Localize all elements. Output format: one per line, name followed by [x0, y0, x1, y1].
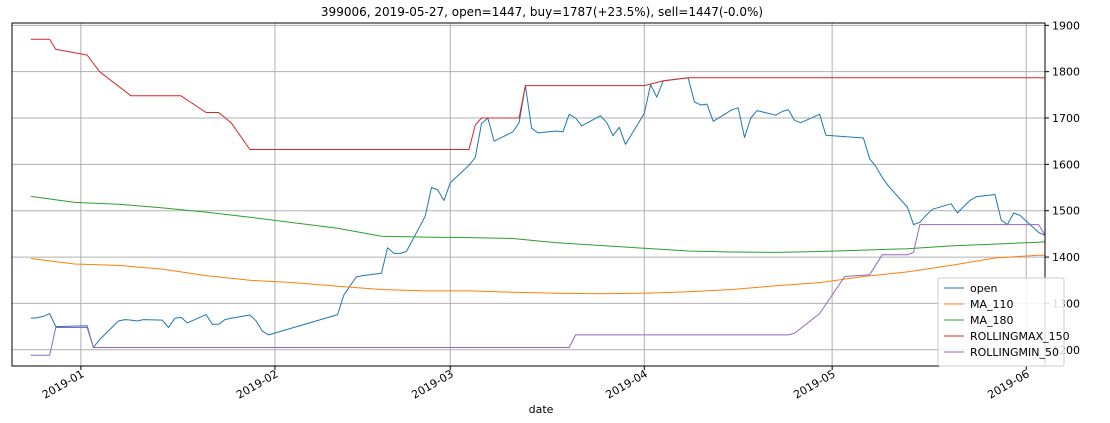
x-tick-label: 2019-05 [791, 367, 837, 401]
series-line-ma_110 [30, 254, 1045, 295]
legend-box [937, 277, 1065, 367]
legend-label: open [970, 282, 997, 295]
y-tick-label: 1800 [1052, 66, 1080, 79]
chart-title: 399006, 2019-05-27, open=1447, buy=1787(… [321, 5, 763, 19]
legend-label: ROLLINGMAX_150 [970, 330, 1070, 343]
y-tick-label: 1400 [1052, 251, 1080, 264]
legend: open MA_110 MA_180 ROLLINGMAX_150 ROLLINGMIN… [937, 277, 1070, 367]
y-tick-label: 1600 [1052, 158, 1080, 171]
series-line-ma_180 [30, 195, 1046, 253]
legend-label: MA_180 [970, 314, 1014, 327]
x-tick-label: 2019-01 [40, 367, 86, 401]
legend-label: ROLLINGMIN_50 [970, 346, 1059, 359]
x-tick-label: 2019-04 [604, 367, 650, 401]
x-tick-label: 2019-02 [234, 367, 280, 401]
series-line-rollingmax_150 [30, 38, 1045, 150]
legend-label: MA_110 [970, 298, 1014, 311]
plot-lines [30, 38, 1046, 356]
series-line-open [30, 77, 1046, 348]
y-tick-label: 1700 [1052, 112, 1080, 125]
x-tick-label: 2019-06 [985, 367, 1031, 401]
plot-frame [11, 22, 1046, 367]
y-tick-label: 1500 [1052, 205, 1080, 218]
grid [12, 23, 1045, 366]
series-line-rollingmin_50 [30, 224, 1046, 356]
x-axis-label: date [529, 403, 554, 416]
y-tick-label: 1900 [1052, 19, 1080, 32]
x-tick-label: 2019-03 [409, 367, 455, 401]
